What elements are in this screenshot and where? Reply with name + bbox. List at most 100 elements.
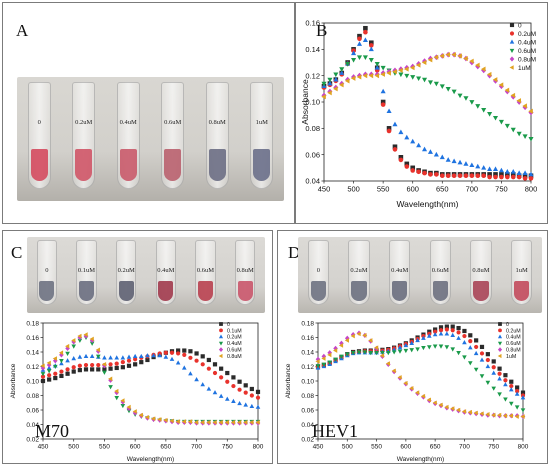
data-point [426, 345, 432, 350]
data-point [362, 55, 368, 60]
data-point [485, 412, 490, 417]
tube-liquid [392, 281, 408, 301]
data-point [83, 333, 89, 339]
data-point [439, 84, 445, 89]
data-point [467, 345, 473, 350]
data-point [90, 362, 95, 368]
data-point [151, 416, 156, 422]
tube-label: 0.4uM [119, 119, 137, 126]
legend-marker [498, 322, 502, 326]
data-point [462, 340, 467, 345]
series-1uM [315, 331, 525, 419]
data-point [237, 400, 242, 406]
data-point [176, 351, 181, 356]
data-point [479, 411, 484, 416]
data-point [450, 347, 456, 352]
panel-a-letter: A [16, 21, 29, 40]
tube-label: 0.4uM [391, 267, 409, 274]
panel-d-photo: 0 0.2uM 0.4uM 0.6uM 0.8uM 1uM [298, 237, 542, 313]
legend-marker [218, 347, 224, 352]
data-point [120, 355, 126, 360]
data-point [59, 373, 64, 379]
data-point [47, 373, 52, 378]
data-point [487, 112, 493, 117]
data-point [59, 369, 64, 374]
data-point [450, 406, 455, 411]
data-point [409, 65, 415, 71]
data-point [520, 390, 526, 395]
data-point [516, 174, 522, 180]
y-tick-label: 0.04 [305, 177, 320, 186]
data-point [96, 362, 101, 368]
series-0.8uM [315, 330, 526, 420]
data-point [231, 375, 236, 380]
data-point [53, 371, 58, 376]
legend-marker [509, 31, 515, 36]
y-tick-label: 0.08 [301, 393, 314, 400]
data-point [151, 353, 156, 358]
y-tick-label: 0.12 [305, 71, 320, 80]
data-point [386, 108, 392, 114]
data-point [491, 370, 497, 375]
data-point [188, 349, 193, 354]
y-tick-label: 0.02 [301, 436, 314, 443]
y-tick-label: 0.14 [305, 45, 320, 54]
data-point [357, 33, 362, 39]
data-point [391, 350, 397, 355]
data-point [475, 62, 480, 68]
data-point [456, 351, 461, 356]
data-point [445, 157, 451, 162]
tube-liquid [198, 281, 213, 301]
data-point [89, 353, 95, 359]
data-point [432, 400, 437, 406]
data-point [243, 402, 249, 407]
data-point [176, 348, 181, 353]
data-point [469, 100, 475, 105]
data-point [422, 77, 428, 83]
data-point [457, 53, 462, 59]
data-point [231, 383, 236, 389]
data-point [181, 419, 186, 424]
tube-liquid [208, 148, 226, 182]
y-tick-label: 0.16 [305, 19, 320, 28]
data-point [249, 403, 255, 409]
data-point [351, 58, 357, 63]
data-point [356, 350, 362, 355]
x-tick-label: 500 [342, 444, 353, 451]
data-point [481, 165, 487, 170]
data-point [497, 376, 502, 381]
legend-marker [219, 322, 223, 326]
series-0 [40, 348, 261, 394]
panel-c-letter: C [11, 243, 23, 262]
data-point [475, 104, 481, 109]
data-point [468, 333, 473, 338]
data-point [520, 414, 525, 419]
data-point [206, 386, 212, 391]
legend-marker [218, 334, 224, 339]
y-tick-label: 0.16 [301, 335, 314, 342]
data-point [468, 339, 473, 344]
data-point [503, 397, 508, 402]
data-point [59, 359, 64, 364]
data-point [492, 115, 499, 121]
data-point [175, 419, 180, 424]
series-0.1uM [40, 350, 261, 400]
data-point [528, 108, 533, 114]
data-point [200, 354, 205, 359]
data-point [444, 345, 450, 350]
data-point [114, 355, 120, 360]
x-tick-label: 550 [371, 444, 382, 451]
y-tick-label: 0.02 [26, 436, 39, 443]
tube-liquid [253, 148, 271, 182]
data-point [427, 149, 433, 154]
data-point [415, 337, 420, 343]
data-point [169, 356, 175, 361]
data-point [392, 144, 398, 150]
data-point [243, 383, 248, 388]
data-point [102, 355, 107, 360]
data-point [444, 324, 449, 329]
x-tick-label: 650 [160, 444, 171, 451]
legend-marker [509, 48, 515, 53]
data-point [403, 342, 409, 348]
data-point [438, 402, 443, 408]
